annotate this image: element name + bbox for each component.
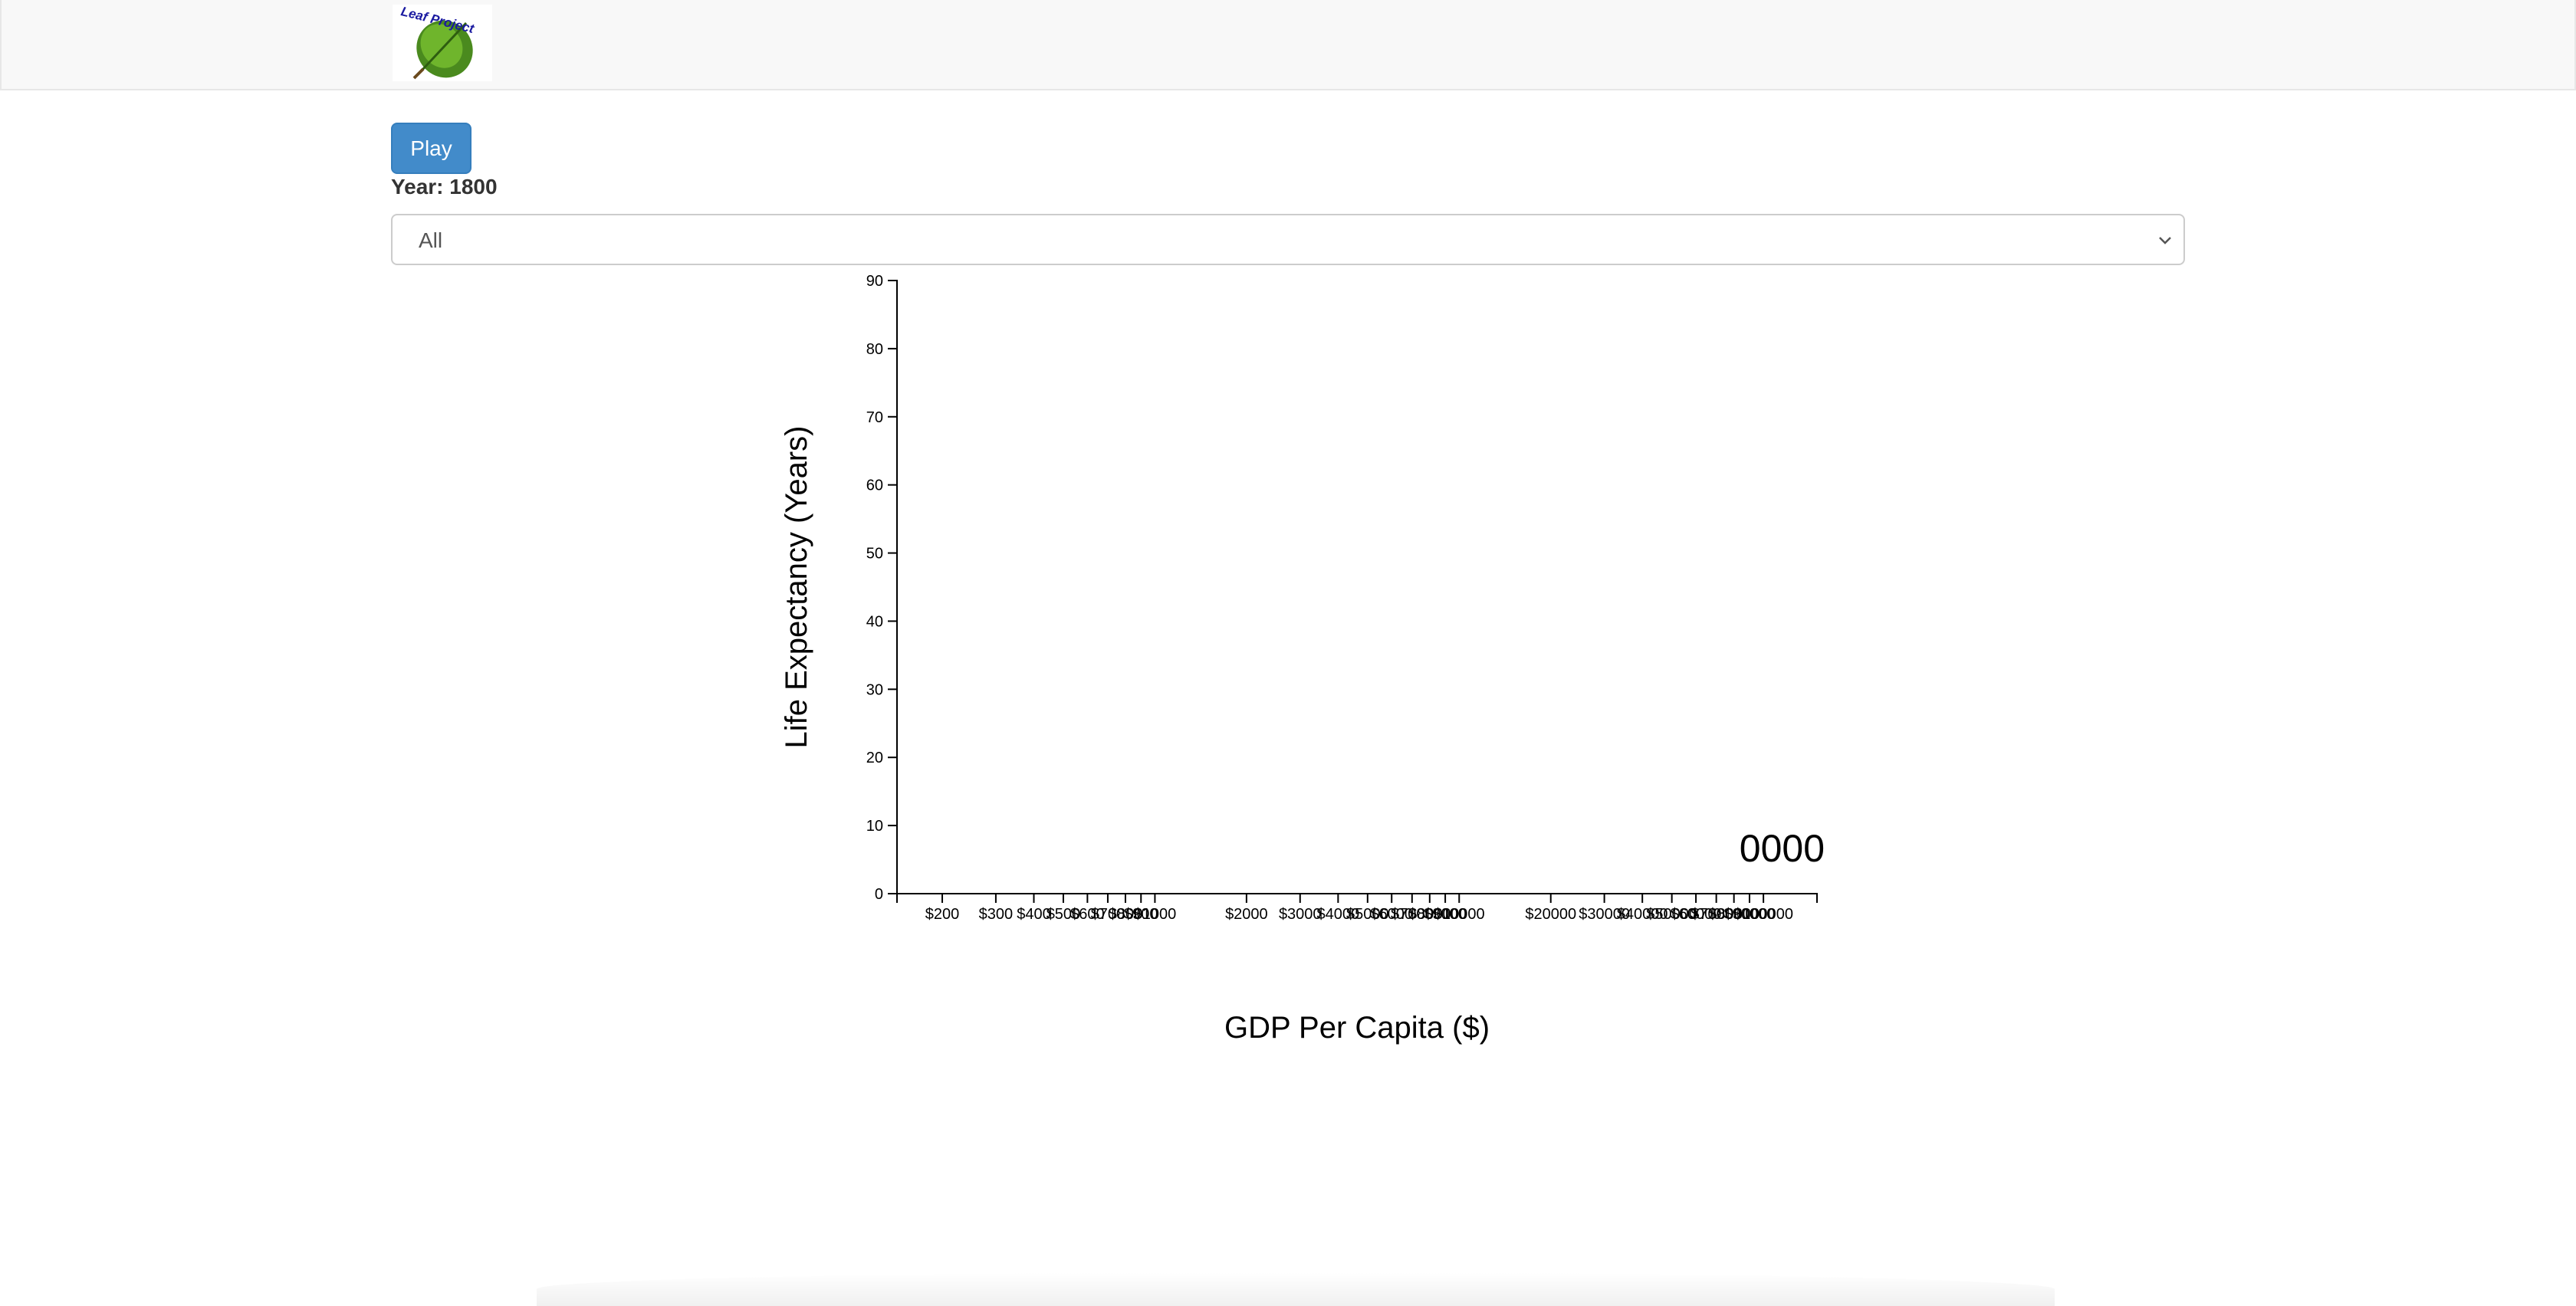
year-label: Year: 1800 (391, 175, 498, 199)
x-tick-label: $70000 (1691, 906, 1742, 923)
y-tick-label: 30 (866, 681, 883, 698)
x-tick-label: $8000 (1408, 906, 1451, 923)
y-tick-label: 0 (875, 886, 883, 903)
x-axis-label: GDP Per Capita ($) (1224, 1011, 1490, 1045)
x-tick-label: $2000 (1225, 906, 1268, 923)
x-tick-label: $9000 (1424, 906, 1467, 923)
y-tick-label: 20 (866, 750, 883, 766)
x-tick-label: $3000 (1279, 906, 1322, 923)
x-tick-label: $1000 (1134, 906, 1177, 923)
logo[interactable]: Leaf Project (393, 5, 492, 81)
x-tick-label: $60000 (1671, 906, 1722, 923)
play-button[interactable]: Play (391, 123, 472, 174)
navbar: Leaf Project (0, 0, 2576, 90)
y-tick-label: 70 (866, 409, 883, 426)
year-prefix: Year: (391, 175, 444, 199)
y-axis-line (888, 280, 898, 894)
y-axis: 0 10 20 30 40 50 60 70 80 90 (866, 273, 898, 903)
y-tick-label: 50 (866, 546, 883, 563)
x-tick-label: $80000 (1708, 906, 1760, 923)
x-tick-label: $4000 (1317, 906, 1360, 923)
x-tick-label: $700 (1091, 906, 1125, 923)
year-overlay-text: 0000 (1740, 827, 1825, 870)
y-tick-label: 10 (866, 818, 883, 835)
y-axis-label: Life Expectancy (Years) (780, 426, 813, 749)
x-tick-label: $300 (979, 906, 1014, 923)
x-axis: $200 $300 $400$500$600$700$800$900$1000 $20… (896, 893, 1818, 923)
chevron-down-icon (2159, 237, 2171, 244)
x-tick-label: $600 (1070, 906, 1105, 923)
x-tick-label: $800 (1109, 906, 1143, 923)
continent-select-value: All (419, 228, 443, 252)
x-axis-line (896, 893, 1818, 903)
x-tick-label: $40000 (1617, 906, 1668, 923)
y-tick-label: 60 (866, 477, 883, 494)
x-tick-label: $6000 (1370, 906, 1413, 923)
y-tick-label: 40 (866, 613, 883, 630)
x-tick-label: $100000 (1733, 906, 1793, 923)
x-tick-label: $400 (1017, 906, 1051, 923)
x-tick-label: $20000 (1525, 906, 1576, 923)
x-tick-label: $90000 (1724, 906, 1776, 923)
continent-select[interactable]: All (391, 214, 2185, 265)
x-tick-label: $30000 (1579, 906, 1630, 923)
x-tick-label: $7000 (1391, 906, 1434, 923)
x-tick-label: $50000 (1646, 906, 1697, 923)
x-tick-label: $5000 (1346, 906, 1389, 923)
y-tick-label: 90 (866, 273, 883, 290)
x-tick-label: $900 (1124, 906, 1158, 923)
footer-shadow (537, 1272, 2055, 1306)
x-tick-label: $500 (1046, 906, 1081, 923)
x-tick-label: $200 (925, 906, 960, 923)
y-tick-label: 80 (866, 341, 883, 358)
year-value: 1800 (449, 175, 498, 199)
x-tick-label: $10000 (1434, 906, 1485, 923)
leaf-logo-icon: Leaf Project (399, 5, 476, 80)
